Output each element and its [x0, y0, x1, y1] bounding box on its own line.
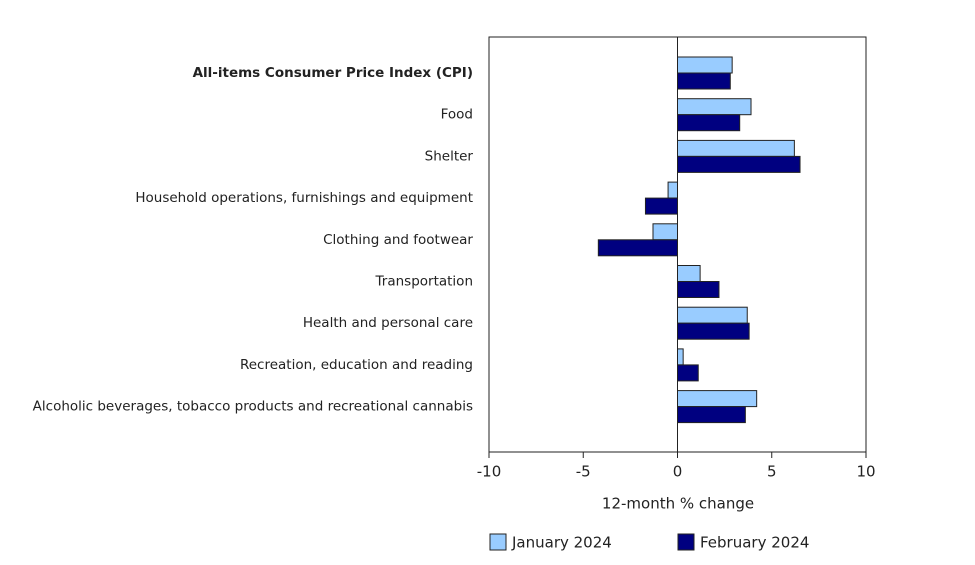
- bar: [677, 281, 720, 298]
- bar: [677, 322, 750, 340]
- bar: [652, 223, 678, 241]
- category-label: All-items Consumer Price Index (CPI): [193, 65, 473, 81]
- bar: [677, 56, 733, 74]
- x-axis-label: 12-month % change: [602, 495, 754, 513]
- category-label: Alcoholic beverages, tobacco products an…: [33, 399, 473, 415]
- x-tick-label: 5: [767, 463, 777, 481]
- bar: [677, 98, 752, 116]
- bar: [677, 265, 701, 282]
- legend-label: February 2024: [700, 534, 809, 552]
- category-label: Health and personal care: [303, 315, 473, 331]
- legend-swatch: [489, 533, 507, 551]
- bar: [677, 364, 699, 382]
- category-label: Food: [441, 107, 473, 123]
- bar: [677, 406, 746, 424]
- bar: [667, 181, 679, 199]
- category-label: Clothing and footwear: [323, 232, 473, 248]
- category-label: Transportation: [375, 274, 473, 290]
- x-tick-label: -10: [477, 463, 502, 481]
- bar: [677, 139, 795, 157]
- bar: [677, 306, 748, 324]
- bar: [677, 72, 731, 90]
- x-tick-label: -5: [576, 463, 591, 481]
- category-label: Recreation, education and reading: [240, 357, 473, 373]
- category-label: Household operations, furnishings and eq…: [135, 190, 473, 206]
- bar: [597, 239, 679, 257]
- category-label: Shelter: [425, 148, 474, 164]
- bar: [644, 197, 679, 215]
- bar: [677, 390, 758, 408]
- x-tick-label: 10: [856, 463, 875, 481]
- x-tick-label: 0: [673, 463, 683, 481]
- legend-label: January 2024: [511, 534, 612, 552]
- bar: [677, 348, 684, 366]
- legend-swatch: [677, 533, 695, 551]
- bar: [677, 155, 801, 173]
- bar: [677, 114, 741, 132]
